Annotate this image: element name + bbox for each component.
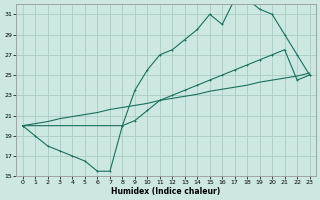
- X-axis label: Humidex (Indice chaleur): Humidex (Indice chaleur): [111, 187, 221, 196]
